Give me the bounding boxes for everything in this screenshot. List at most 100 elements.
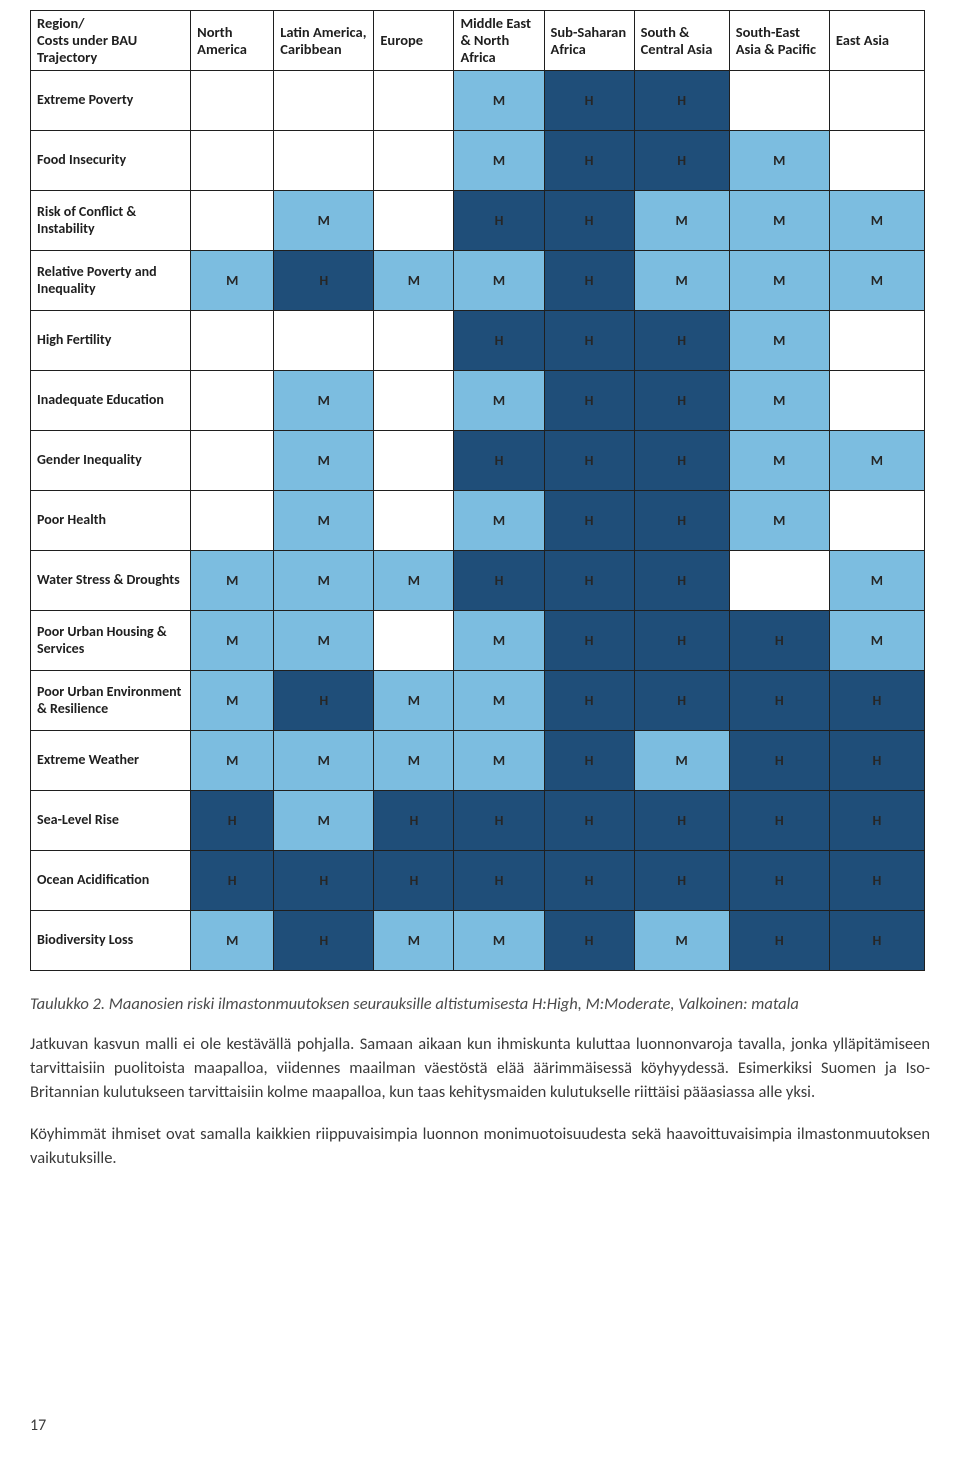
- table-row-header: Water Stress & Droughts: [31, 551, 191, 611]
- table-cell: M: [274, 731, 374, 791]
- table-cell: H: [634, 851, 729, 911]
- table-row: Risk of Conflict & InstabilityMHHMMM: [31, 191, 925, 251]
- table-header-row: Region/ Costs under BAU TrajectoryNorth …: [31, 11, 925, 71]
- table-cell: H: [544, 311, 634, 371]
- table-cell: M: [274, 491, 374, 551]
- table-cell: H: [634, 671, 729, 731]
- table-cell: M: [191, 671, 274, 731]
- table-cell: M: [729, 191, 829, 251]
- table-cell: H: [544, 791, 634, 851]
- table-cell: M: [634, 731, 729, 791]
- table-row: Sea-Level RiseHMHHHHHH: [31, 791, 925, 851]
- table-cell: H: [634, 311, 729, 371]
- table-cell: H: [544, 491, 634, 551]
- table-row: Relative Poverty and InequalityMHMMHMMM: [31, 251, 925, 311]
- table-cell: [191, 191, 274, 251]
- table-cell: [729, 71, 829, 131]
- table-cell: M: [829, 431, 924, 491]
- table-row-header: Risk of Conflict & Instability: [31, 191, 191, 251]
- table-row: Gender InequalityMHHHMM: [31, 431, 925, 491]
- table-cell: M: [374, 731, 454, 791]
- table-cell: H: [274, 851, 374, 911]
- table-cell: M: [454, 731, 544, 791]
- table-cell: H: [544, 71, 634, 131]
- table-cell: H: [634, 791, 729, 851]
- table-cell: [829, 71, 924, 131]
- table-cell: H: [544, 731, 634, 791]
- table-cell: [191, 131, 274, 191]
- table-col-header: Europe: [374, 11, 454, 71]
- table-cell: M: [454, 71, 544, 131]
- table-cell: H: [634, 71, 729, 131]
- table-cell: M: [829, 251, 924, 311]
- table-col-header: Middle East & North Africa: [454, 11, 544, 71]
- table-cell: H: [454, 311, 544, 371]
- table-row-header: Biodiversity Loss: [31, 911, 191, 971]
- table-cell: H: [274, 251, 374, 311]
- table-col-header: Sub-Saharan Africa: [544, 11, 634, 71]
- table-cell: [374, 431, 454, 491]
- table-cell: M: [274, 791, 374, 851]
- table-cell: M: [274, 551, 374, 611]
- table-cell: H: [829, 911, 924, 971]
- table-cell: [374, 611, 454, 671]
- table-cell: [374, 191, 454, 251]
- table-cell: M: [274, 371, 374, 431]
- table-cell: M: [191, 611, 274, 671]
- page-number: 17: [30, 1416, 46, 1435]
- table-row: Extreme WeatherMMMMHMHH: [31, 731, 925, 791]
- table-cell: M: [191, 551, 274, 611]
- table-corner-header: Region/ Costs under BAU Trajectory: [31, 11, 191, 71]
- table-cell: H: [829, 731, 924, 791]
- table-cell: M: [829, 191, 924, 251]
- table-cell: [829, 311, 924, 371]
- table-row: Inadequate EducationMMHHM: [31, 371, 925, 431]
- table-cell: H: [274, 911, 374, 971]
- table-cell: H: [544, 671, 634, 731]
- table-cell: H: [729, 911, 829, 971]
- table-row: High FertilityHHHM: [31, 311, 925, 371]
- table-cell: M: [191, 911, 274, 971]
- table-row: Poor Urban Environment & ResilienceMHMMH…: [31, 671, 925, 731]
- table-cell: H: [544, 251, 634, 311]
- table-col-header: North America: [191, 11, 274, 71]
- table-cell: M: [454, 371, 544, 431]
- table-cell: H: [454, 851, 544, 911]
- table-cell: M: [634, 911, 729, 971]
- table-cell: M: [374, 911, 454, 971]
- body-paragraph-2: Köyhimmät ihmiset ovat samalla kaikkien …: [30, 1123, 930, 1171]
- table-caption: Taulukko 2. Maanosien riski ilmastonmuut…: [30, 993, 930, 1015]
- table-cell: [191, 311, 274, 371]
- table-cell: M: [274, 611, 374, 671]
- page: Region/ Costs under BAU TrajectoryNorth …: [0, 0, 960, 1460]
- table-cell: H: [829, 791, 924, 851]
- table-cell: M: [374, 671, 454, 731]
- table-cell: H: [374, 851, 454, 911]
- table-cell: M: [729, 131, 829, 191]
- table-row: Biodiversity LossMHMMHMHH: [31, 911, 925, 971]
- table-cell: H: [544, 371, 634, 431]
- table-cell: H: [729, 851, 829, 911]
- table-cell: [829, 491, 924, 551]
- table-cell: H: [729, 731, 829, 791]
- table-cell: H: [634, 491, 729, 551]
- table-cell: H: [454, 551, 544, 611]
- table-cell: M: [729, 431, 829, 491]
- table-cell: M: [729, 311, 829, 371]
- table-row-header: Ocean Acidification: [31, 851, 191, 911]
- table-cell: [374, 491, 454, 551]
- table-cell: M: [729, 491, 829, 551]
- table-cell: [829, 371, 924, 431]
- table-cell: [274, 311, 374, 371]
- table-cell: [374, 71, 454, 131]
- table-cell: H: [544, 431, 634, 491]
- table-cell: [191, 491, 274, 551]
- table-cell: H: [544, 851, 634, 911]
- table-cell: M: [274, 191, 374, 251]
- table-cell: [374, 371, 454, 431]
- table-cell: M: [829, 611, 924, 671]
- table-cell: [191, 431, 274, 491]
- table-cell: H: [454, 191, 544, 251]
- body-paragraph-1: Jatkuvan kasvun malli ei ole kestävällä …: [30, 1033, 930, 1105]
- table-col-header: Latin America, Caribbean: [274, 11, 374, 71]
